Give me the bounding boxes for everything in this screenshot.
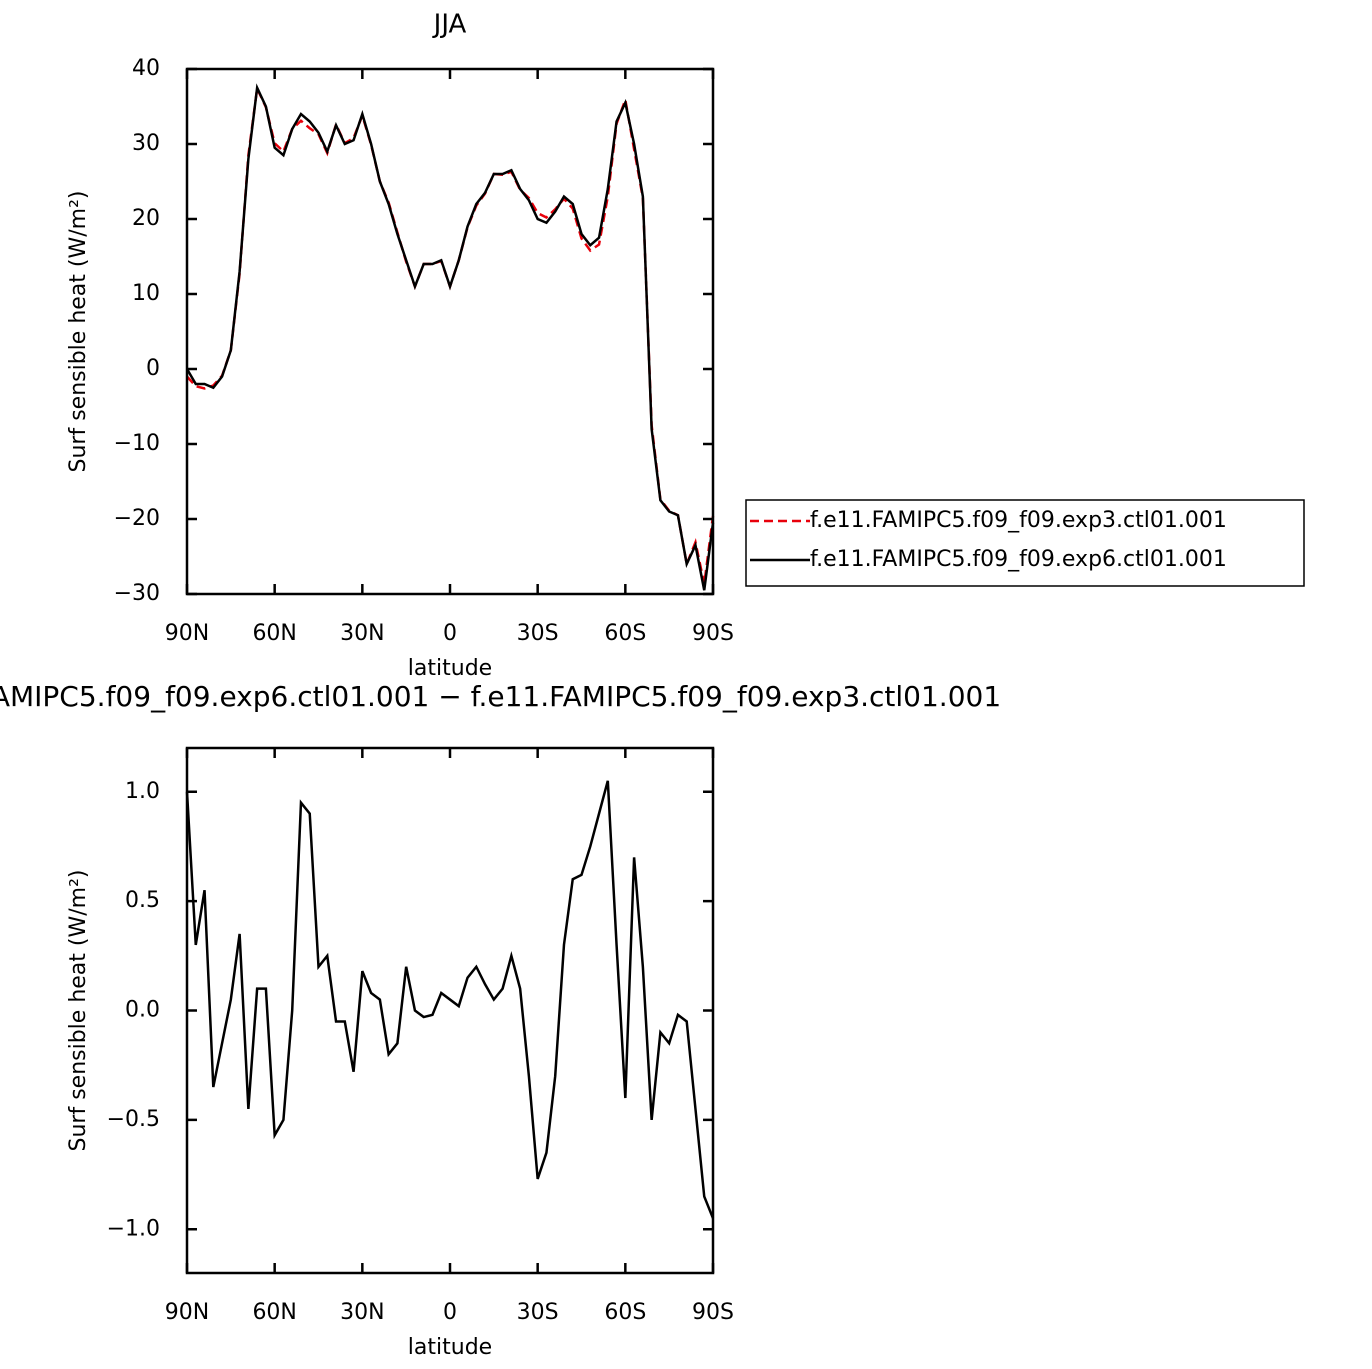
x-tick-label: 60N [252, 1300, 296, 1325]
y-tick-label: 1.0 [125, 779, 160, 804]
x-tick-label: 0 [443, 621, 457, 646]
y-tick-label: 0.5 [125, 888, 160, 913]
x-tick-label: 60S [604, 621, 646, 646]
y-tick-label: 10 [132, 281, 160, 306]
legend-label: f.e11.FAMIPC5.f09_f09.exp3.ctl01.001 [810, 508, 1227, 533]
y-tick-label: −10 [114, 431, 160, 456]
x-tick-label: 30S [517, 621, 559, 646]
x-tick-label: 0 [443, 1300, 457, 1325]
y-tick-label: −30 [114, 581, 160, 606]
y-tick-label: −1.0 [107, 1216, 160, 1241]
x-tick-label: 90N [165, 1300, 209, 1325]
x-tick-label: 30S [517, 1300, 559, 1325]
y-axis-label: Surf sensible heat (W/m²) [66, 870, 91, 1152]
chart-title: JJA [432, 10, 467, 40]
x-axis-label: latitude [408, 1335, 492, 1360]
y-tick-label: 30 [132, 131, 160, 156]
x-tick-label: 90N [165, 621, 209, 646]
y-tick-label: 0.0 [125, 998, 160, 1023]
legend-box [745, 499, 1305, 587]
x-tick-label: 60N [252, 621, 296, 646]
plot-frame [185, 746, 715, 1275]
y-tick-label: 0 [146, 356, 160, 381]
y-tick-label: 20 [132, 206, 160, 231]
x-tick-label: 90S [692, 621, 734, 646]
y-axis-label: Surf sensible heat (W/m²) [66, 191, 91, 473]
legend-label: f.e11.FAMIPC5.f09_f09.exp6.ctl01.001 [810, 547, 1227, 572]
x-tick-label: 90S [692, 1300, 734, 1325]
y-tick-label: −20 [114, 506, 160, 531]
y-tick-label: −0.5 [107, 1107, 160, 1132]
x-tick-label: 30N [340, 1300, 384, 1325]
chart-title: f.e11.FAMIPC5.f09_f09.exp6.ctl01.001 − f… [0, 680, 1001, 713]
data-line [185, 83, 715, 591]
x-axis-label: latitude [408, 656, 492, 681]
x-tick-label: 30N [340, 621, 384, 646]
data-line [186, 84, 715, 585]
y-tick-label: 40 [132, 56, 160, 81]
x-tick-label: 60S [604, 1300, 646, 1325]
data-line [185, 780, 715, 1219]
